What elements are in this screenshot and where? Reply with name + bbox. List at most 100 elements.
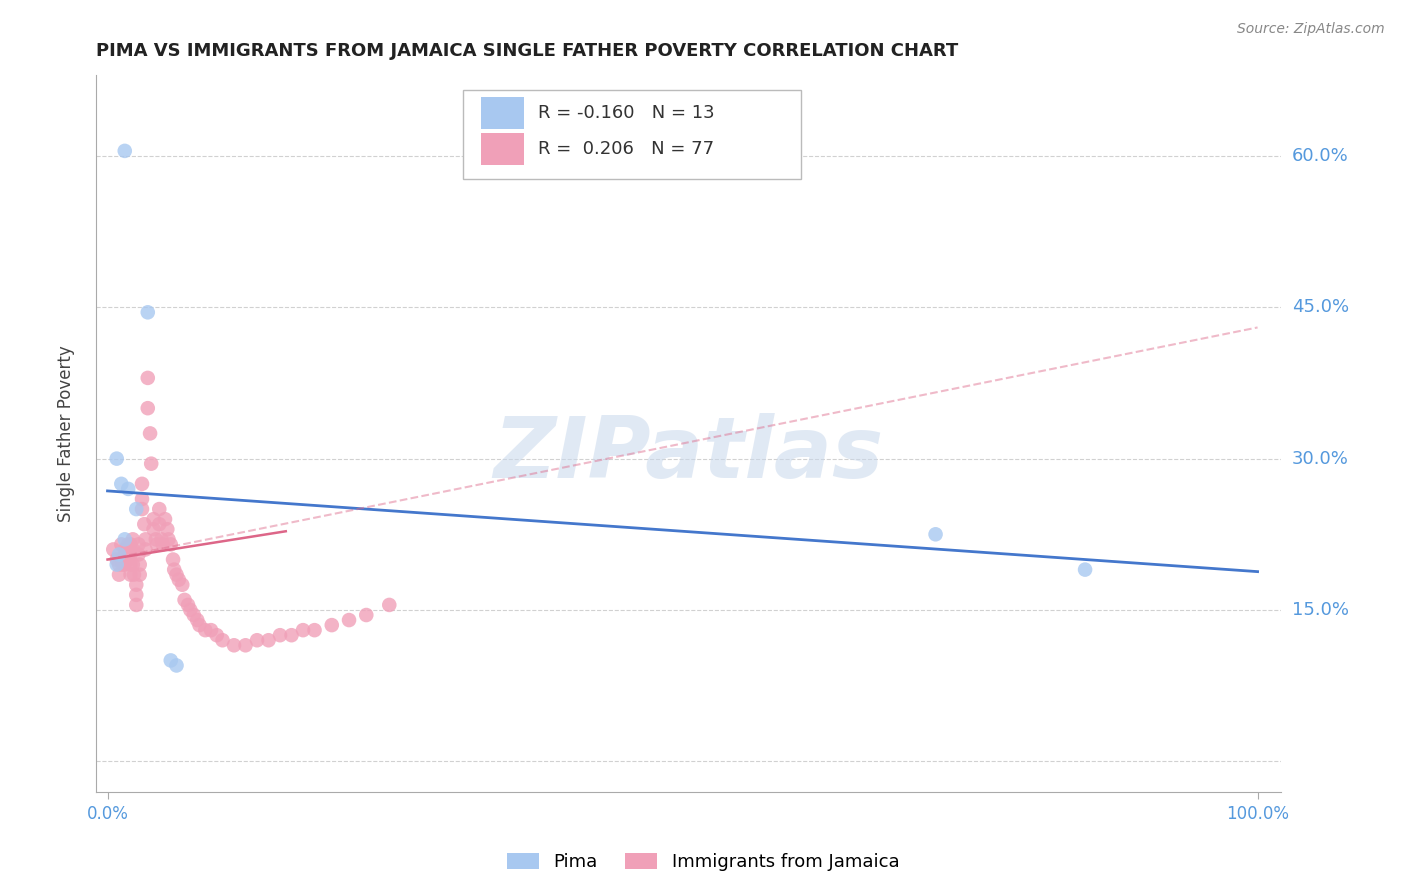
Point	[114, 558, 136, 572]
Point	[142, 522, 165, 536]
Point	[121, 542, 143, 557]
Point	[163, 563, 186, 577]
Legend: Pima, Immigrants from Jamaica: Pima, Immigrants from Jamaica	[499, 846, 907, 879]
Y-axis label: Single Father Poverty: Single Father Poverty	[58, 345, 75, 522]
Point	[179, 603, 201, 617]
Point	[156, 522, 179, 536]
Point	[166, 567, 188, 582]
Point	[108, 567, 131, 582]
Point	[148, 517, 170, 532]
Text: 60.0%: 60.0%	[1292, 147, 1348, 165]
FancyBboxPatch shape	[481, 97, 523, 129]
Point	[162, 552, 184, 566]
Point	[117, 537, 139, 551]
Point	[131, 491, 153, 506]
Point	[205, 628, 228, 642]
Point	[128, 548, 150, 562]
Text: 15.0%: 15.0%	[1292, 601, 1348, 619]
Point	[186, 613, 208, 627]
Point	[378, 598, 401, 612]
Point	[167, 573, 190, 587]
Point	[128, 567, 150, 582]
Point	[194, 623, 217, 637]
Point	[120, 558, 142, 572]
Point	[152, 537, 174, 551]
Point	[150, 533, 173, 547]
Point	[145, 533, 167, 547]
Point	[269, 628, 291, 642]
Point	[139, 426, 162, 441]
Point	[103, 542, 125, 557]
Point	[172, 578, 194, 592]
Point	[122, 567, 145, 582]
Point	[136, 371, 159, 385]
Point	[105, 451, 128, 466]
Point	[157, 533, 180, 547]
Point	[183, 607, 205, 622]
Point	[235, 638, 257, 652]
Point	[120, 537, 142, 551]
Point	[924, 527, 946, 541]
Text: Source: ZipAtlas.com: Source: ZipAtlas.com	[1237, 22, 1385, 37]
Point	[153, 512, 176, 526]
Point	[125, 588, 148, 602]
FancyBboxPatch shape	[463, 89, 801, 179]
Point	[105, 552, 128, 566]
Point	[177, 598, 200, 612]
Point	[222, 638, 245, 652]
Point	[110, 552, 132, 566]
Point	[125, 578, 148, 592]
Point	[114, 542, 136, 557]
Point	[211, 633, 233, 648]
Point	[134, 533, 156, 547]
Point	[257, 633, 280, 648]
Point	[128, 558, 150, 572]
Point	[159, 537, 181, 551]
Point	[110, 476, 132, 491]
FancyBboxPatch shape	[481, 133, 523, 165]
Point	[117, 482, 139, 496]
Point	[134, 542, 156, 557]
Point	[292, 623, 315, 637]
Point	[1074, 563, 1097, 577]
Point	[108, 548, 131, 562]
Point	[173, 593, 195, 607]
Point	[125, 598, 148, 612]
Point	[142, 512, 165, 526]
Point	[356, 607, 378, 622]
Point	[114, 533, 136, 547]
Text: R = -0.160   N = 13: R = -0.160 N = 13	[538, 104, 714, 122]
Point	[304, 623, 326, 637]
Point	[114, 144, 136, 158]
Point	[280, 628, 302, 642]
Point	[108, 558, 131, 572]
Point	[148, 502, 170, 516]
Text: 45.0%: 45.0%	[1292, 298, 1348, 317]
Point	[115, 542, 138, 557]
Point	[146, 537, 169, 551]
Point	[128, 537, 150, 551]
Point	[166, 658, 188, 673]
Point	[110, 537, 132, 551]
Text: R =  0.206   N = 77: R = 0.206 N = 77	[538, 140, 714, 158]
Text: PIMA VS IMMIGRANTS FROM JAMAICA SINGLE FATHER POVERTY CORRELATION CHART: PIMA VS IMMIGRANTS FROM JAMAICA SINGLE F…	[96, 42, 959, 60]
Point	[111, 558, 134, 572]
Point	[134, 517, 156, 532]
Point	[125, 502, 148, 516]
Point	[131, 476, 153, 491]
Point	[337, 613, 360, 627]
Point	[321, 618, 343, 632]
Point	[117, 552, 139, 566]
Point	[114, 548, 136, 562]
Text: ZIPatlas: ZIPatlas	[494, 413, 883, 496]
Point	[136, 401, 159, 416]
Text: 30.0%: 30.0%	[1292, 450, 1348, 467]
Point	[200, 623, 222, 637]
Point	[105, 558, 128, 572]
Point	[246, 633, 269, 648]
Point	[188, 618, 211, 632]
Point	[136, 305, 159, 319]
Point	[121, 533, 143, 547]
Point	[120, 567, 142, 582]
Point	[120, 548, 142, 562]
